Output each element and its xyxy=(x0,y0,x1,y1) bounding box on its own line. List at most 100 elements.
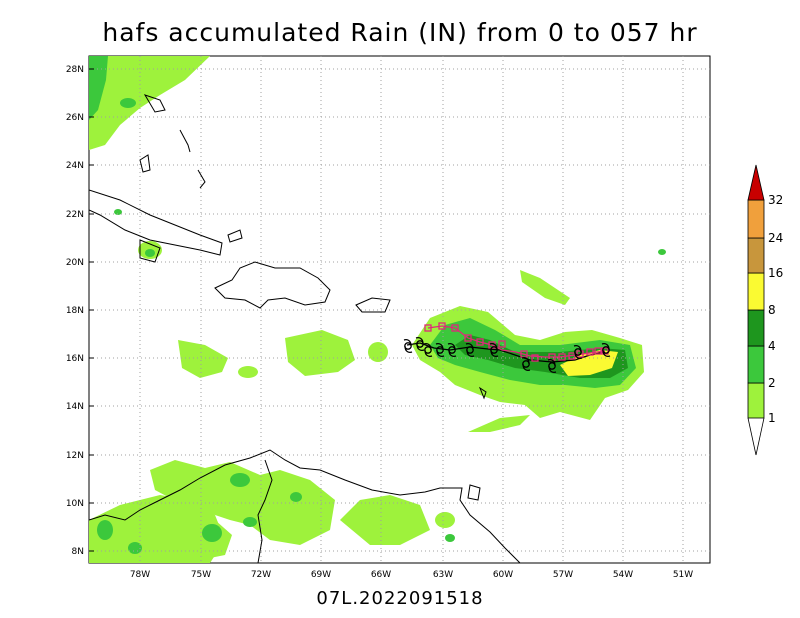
rain-patch xyxy=(445,534,455,542)
map-area xyxy=(89,56,710,563)
lat-tick-label: 16N xyxy=(66,354,84,364)
rain-patch xyxy=(238,366,258,378)
hurricane-symbol-icon xyxy=(403,339,413,353)
rain-patch xyxy=(202,524,222,542)
rain-patch xyxy=(178,340,228,378)
lat-tick-label: 10N xyxy=(66,499,84,509)
island-coastline xyxy=(143,94,166,113)
rain-patch xyxy=(285,330,355,376)
track-marker-icon xyxy=(568,352,576,360)
hurricane-symbol-icon xyxy=(601,343,611,357)
lat-tick-label: 26N xyxy=(66,113,84,123)
hurricane-symbol-icon xyxy=(521,357,531,371)
rain-patch xyxy=(468,415,530,432)
lat-tick-label: 28N xyxy=(66,65,84,75)
coastlines xyxy=(89,94,521,563)
colorbar-label: 8 xyxy=(768,303,776,317)
colorbar-label: 16 xyxy=(768,266,783,280)
storm-tracks xyxy=(403,322,611,373)
lat-tick-label: 18N xyxy=(66,306,84,316)
hurricane-symbol-icon xyxy=(423,343,433,357)
best-track-line xyxy=(406,342,606,363)
rain-patch xyxy=(128,542,142,554)
track-marker-icon xyxy=(424,324,432,332)
rain-patch xyxy=(230,473,250,487)
colorbar-label: 32 xyxy=(768,193,783,207)
lat-tick-label: 22N xyxy=(66,210,84,220)
rain-patch xyxy=(340,495,430,545)
colorbar-top-triangle xyxy=(747,164,765,201)
track-marker-icon xyxy=(594,347,602,355)
hurricane-symbol-icon xyxy=(465,343,475,357)
rain-patch xyxy=(114,209,122,215)
rain-patch xyxy=(150,460,335,545)
lon-tick-label: 54W xyxy=(613,570,633,580)
track-marker-icon xyxy=(558,353,566,361)
colorbar-label: 1 xyxy=(768,411,776,425)
rain-patch xyxy=(435,512,455,528)
lat-tick-label: 24N xyxy=(66,161,84,171)
island-coastline xyxy=(478,386,487,400)
lat-tick-label: 8N xyxy=(72,547,84,557)
storm-id-label: 07L.2022091518 xyxy=(316,588,484,609)
hurricane-symbol-icon xyxy=(415,337,425,351)
hurricane-symbol-icon xyxy=(435,343,445,357)
track-marker-icon xyxy=(464,334,472,342)
lon-tick-label: 66W xyxy=(371,570,391,580)
hurricane-symbol-icon xyxy=(573,345,583,359)
hispaniola-coastline xyxy=(214,261,331,309)
island-coastline xyxy=(139,154,151,173)
lon-tick-label: 60W xyxy=(493,570,513,580)
longitude-labels: 78W 75W 72W 69W 66W 63W 60W 57W 54W 51W xyxy=(130,570,693,580)
track-marker-icon xyxy=(476,338,484,346)
track-marker-icon xyxy=(438,322,446,330)
track-marker-icon xyxy=(586,348,594,356)
puerto-rico-coastline xyxy=(355,297,391,313)
colorbar-label: 4 xyxy=(768,339,776,353)
lon-tick-label: 72W xyxy=(251,570,271,580)
colorbar-segment xyxy=(747,309,765,347)
colorbar-bottom-triangle xyxy=(747,417,765,456)
lon-tick-label: 63W xyxy=(433,570,453,580)
rain-patch xyxy=(145,249,155,257)
cuba-coastline xyxy=(89,189,223,256)
lon-tick-label: 57W xyxy=(553,570,573,580)
latitude-labels: 28N 26N 24N 22N 20N 18N 16N 14N 12N 10N 8N xyxy=(66,65,84,557)
island-coastline xyxy=(179,129,191,153)
lon-tick-label: 51W xyxy=(673,570,693,580)
hurricane-symbol-icon xyxy=(547,359,557,373)
island-coastline xyxy=(197,169,206,189)
rain-patch xyxy=(520,270,570,305)
island-coastline xyxy=(139,239,161,263)
map-grid xyxy=(89,56,710,563)
island-coastline xyxy=(227,229,243,243)
colorbar-label: 2 xyxy=(768,376,776,390)
colorbar-segment xyxy=(747,237,765,274)
rain-patch xyxy=(89,56,108,120)
track-marker-icon xyxy=(498,340,506,348)
hurricane-symbol-icon xyxy=(447,343,457,357)
rain-patch xyxy=(368,342,388,362)
rain-patch xyxy=(120,98,136,108)
colorbar-segment xyxy=(747,199,765,239)
track-marker-icon xyxy=(601,347,609,355)
lon-tick-label: 78W xyxy=(130,570,150,580)
map-title: hafs accumulated Rain (IN) from 0 to 057… xyxy=(102,18,698,47)
lon-tick-label: 75W xyxy=(191,570,211,580)
track-marker-icon xyxy=(451,324,459,332)
rain-patch xyxy=(658,249,666,255)
hafs-track-line xyxy=(427,325,606,358)
hafs-track-markers xyxy=(424,322,609,362)
colorbar-segment xyxy=(747,345,765,384)
colorbar-segment xyxy=(747,272,765,311)
rain-patch xyxy=(560,350,618,376)
rain-patch xyxy=(89,56,210,150)
south-america-coastline xyxy=(89,449,521,563)
lat-tick-label: 14N xyxy=(66,402,84,412)
hurricane-symbols xyxy=(403,337,611,373)
rain-patch xyxy=(243,517,257,527)
lat-tick-label: 20N xyxy=(66,258,84,268)
colorbar-label: 24 xyxy=(768,231,783,245)
